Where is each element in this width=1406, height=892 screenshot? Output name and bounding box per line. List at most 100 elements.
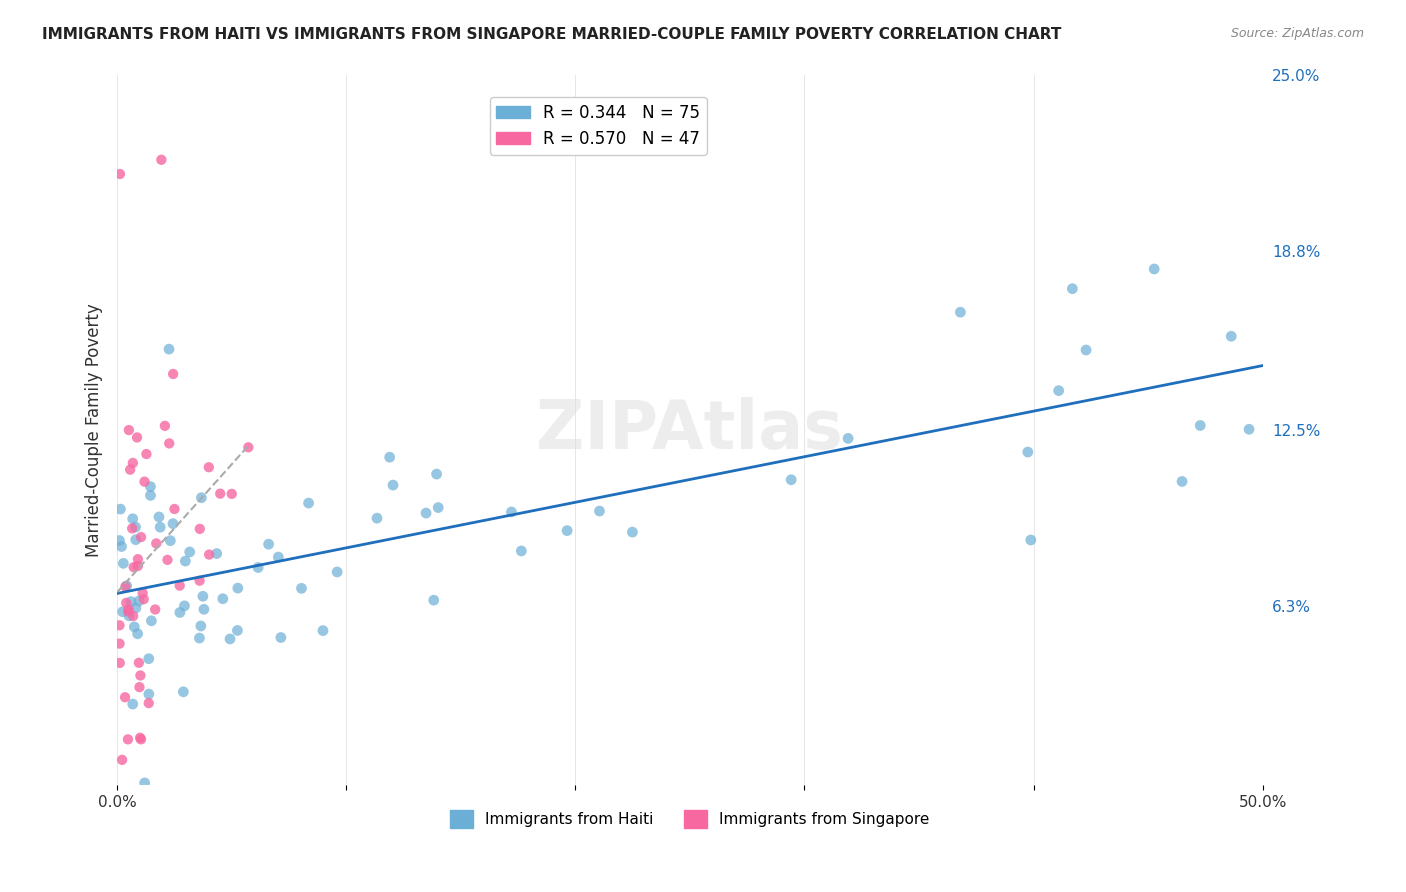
Immigrants from Singapore xyxy=(128,680,150,694)
Immigrants from Singapore xyxy=(157,436,180,450)
Immigrants from Singapore xyxy=(198,460,221,475)
Immigrants from Haiti xyxy=(426,467,449,481)
Immigrants from Haiti xyxy=(211,591,233,606)
Immigrants from Singapore xyxy=(188,522,211,536)
Immigrants from Haiti xyxy=(226,581,249,595)
Immigrants from Haiti xyxy=(382,478,405,492)
Immigrants from Singapore xyxy=(129,731,152,745)
Immigrants from Haiti xyxy=(219,632,242,646)
Immigrants from Haiti xyxy=(1047,384,1070,398)
Immigrants from Haiti xyxy=(188,631,211,645)
Immigrants from Haiti xyxy=(837,432,859,446)
Immigrants from Haiti xyxy=(108,533,131,548)
Immigrants from Haiti xyxy=(501,505,523,519)
Immigrants from Haiti xyxy=(149,520,172,534)
Immigrants from Haiti xyxy=(121,697,143,711)
Immigrants from Singapore xyxy=(121,456,143,470)
Immigrants from Singapore xyxy=(129,732,152,747)
Immigrants from Haiti xyxy=(1074,343,1097,357)
Immigrants from Haiti xyxy=(139,480,162,494)
Immigrants from Singapore xyxy=(143,602,166,616)
Immigrants from Haiti xyxy=(247,560,270,574)
Immigrants from Haiti xyxy=(1171,475,1194,489)
Immigrants from Haiti xyxy=(257,537,280,551)
Immigrants from Haiti xyxy=(138,687,160,701)
Immigrants from Haiti xyxy=(949,305,972,319)
Immigrants from Singapore xyxy=(111,753,134,767)
Immigrants from Haiti xyxy=(191,589,214,603)
Immigrants from Haiti xyxy=(423,593,446,607)
Immigrants from Singapore xyxy=(127,552,149,566)
Immigrants from Haiti xyxy=(111,605,134,619)
Immigrants from Haiti xyxy=(115,579,138,593)
Text: ZIPAtlas: ZIPAtlas xyxy=(537,397,844,463)
Immigrants from Singapore xyxy=(108,618,131,632)
Immigrants from Haiti xyxy=(141,614,163,628)
Immigrants from Haiti xyxy=(366,511,388,525)
Immigrants from Haiti xyxy=(378,450,401,465)
Immigrants from Singapore xyxy=(122,609,145,624)
Immigrants from Singapore xyxy=(118,423,141,437)
Immigrants from Haiti xyxy=(124,520,146,534)
Immigrants from Haiti xyxy=(169,606,191,620)
Immigrants from Haiti xyxy=(290,582,312,596)
Immigrants from Singapore xyxy=(127,559,149,574)
Immigrants from Singapore xyxy=(145,536,167,550)
Immigrants from Haiti xyxy=(270,631,292,645)
Immigrants from Singapore xyxy=(125,430,148,444)
Immigrants from Singapore xyxy=(209,486,232,500)
Immigrants from Haiti xyxy=(415,506,437,520)
Immigrants from Haiti xyxy=(510,544,533,558)
Immigrants from Haiti xyxy=(326,565,349,579)
Immigrants from Haiti xyxy=(190,491,212,505)
Immigrants from Singapore xyxy=(117,602,139,616)
Immigrants from Singapore xyxy=(108,656,131,670)
Immigrants from Haiti xyxy=(134,776,156,790)
Immigrants from Haiti xyxy=(312,624,335,638)
Immigrants from Singapore xyxy=(132,592,155,607)
Immigrants from Haiti xyxy=(174,554,197,568)
Immigrants from Haiti xyxy=(1189,418,1212,433)
Immigrants from Singapore xyxy=(131,586,153,600)
Immigrants from Haiti xyxy=(121,512,143,526)
Text: Source: ZipAtlas.com: Source: ZipAtlas.com xyxy=(1230,27,1364,40)
Immigrants from Haiti xyxy=(148,510,170,524)
Immigrants from Haiti xyxy=(780,473,803,487)
Immigrants from Haiti xyxy=(112,557,135,571)
Immigrants from Haiti xyxy=(118,608,141,623)
Immigrants from Singapore xyxy=(115,596,138,610)
Immigrants from Singapore xyxy=(188,574,211,588)
Immigrants from Haiti xyxy=(127,626,149,640)
Immigrants from Haiti xyxy=(588,504,610,518)
Immigrants from Singapore xyxy=(150,153,173,167)
Immigrants from Singapore xyxy=(121,521,143,535)
Immigrants from Singapore xyxy=(198,548,221,562)
Immigrants from Haiti xyxy=(267,550,290,565)
Immigrants from Haiti xyxy=(1220,329,1243,343)
Immigrants from Haiti xyxy=(1019,533,1042,547)
Immigrants from Haiti xyxy=(128,594,150,608)
Immigrants from Singapore xyxy=(129,668,152,682)
Immigrants from Haiti xyxy=(110,540,132,554)
Immigrants from Haiti xyxy=(297,496,319,510)
Immigrants from Singapore xyxy=(122,560,145,574)
Immigrants from Haiti xyxy=(179,545,201,559)
Immigrants from Haiti xyxy=(139,488,162,502)
Immigrants from Singapore xyxy=(238,440,260,454)
Immigrants from Singapore xyxy=(114,690,136,705)
Immigrants from Haiti xyxy=(157,342,180,356)
Immigrants from Singapore xyxy=(108,167,131,181)
Immigrants from Haiti xyxy=(162,516,184,531)
Immigrants from Singapore xyxy=(120,463,142,477)
Immigrants from Haiti xyxy=(125,533,148,547)
Immigrants from Haiti xyxy=(125,601,148,615)
Immigrants from Haiti xyxy=(555,524,578,538)
Immigrants from Haiti xyxy=(1062,282,1084,296)
Immigrants from Haiti xyxy=(110,502,132,516)
Immigrants from Singapore xyxy=(134,475,156,489)
Immigrants from Singapore xyxy=(108,637,131,651)
Immigrants from Haiti xyxy=(226,624,249,638)
Y-axis label: Married-Couple Family Poverty: Married-Couple Family Poverty xyxy=(86,303,103,557)
Immigrants from Haiti xyxy=(1143,262,1166,277)
Immigrants from Haiti xyxy=(190,619,212,633)
